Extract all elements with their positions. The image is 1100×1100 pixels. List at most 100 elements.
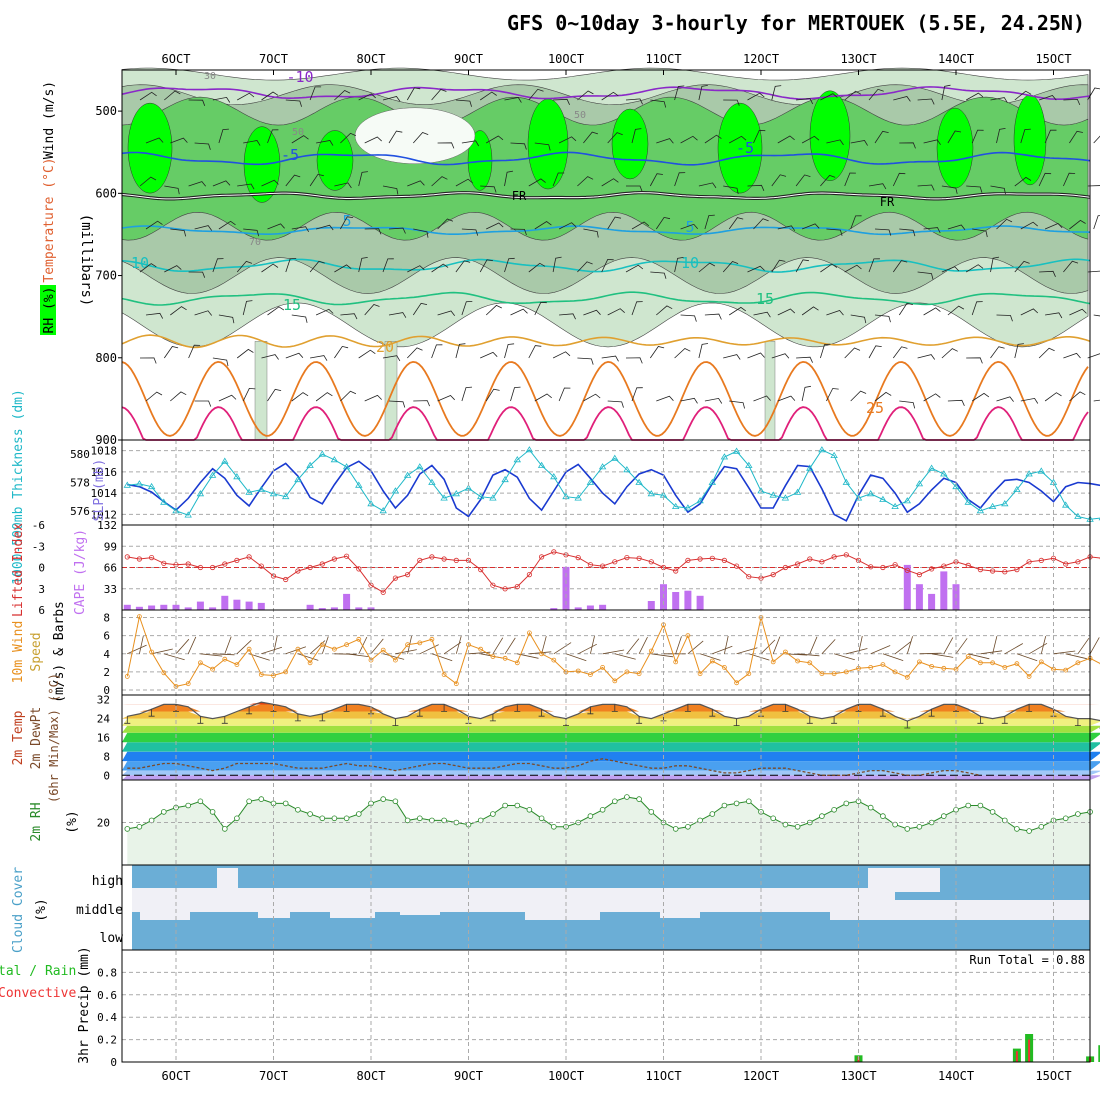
wind-barb	[656, 395, 674, 402]
rh2m-point	[782, 821, 789, 828]
wind-barb	[874, 130, 889, 144]
wind-barb	[747, 352, 765, 359]
ylabel-temp: Temperature (°C)	[42, 157, 57, 282]
isotherm-freezing-inner	[121, 192, 1091, 200]
wind-barb	[139, 91, 157, 101]
wind-barb	[941, 266, 960, 273]
wind10m-barb	[931, 653, 954, 658]
wind10m-point	[734, 680, 739, 686]
rh2m-point	[745, 798, 752, 805]
wind-barb	[358, 257, 368, 273]
wind-barb	[164, 185, 180, 195]
wind10m-point	[380, 647, 386, 653]
wind-barb	[558, 387, 571, 402]
isotherm-label-7: 15	[283, 296, 301, 314]
wind10m-point	[344, 642, 350, 648]
precip-tick: 0.8	[97, 966, 117, 979]
thickness-point	[720, 453, 729, 460]
wind-barb	[559, 313, 576, 320]
wind-barb	[486, 222, 504, 230]
wind-barb	[455, 99, 472, 107]
thickness-point	[269, 490, 278, 497]
wind10m-barb	[151, 648, 173, 655]
thickness-point	[318, 450, 327, 457]
lifted-point	[343, 553, 350, 559]
wind-barb	[528, 88, 544, 101]
wind10m-barb	[785, 653, 808, 656]
temp-minmax-bar	[148, 709, 155, 717]
lifted-point	[575, 554, 581, 561]
wind-barb	[966, 185, 983, 193]
rh2m-point	[733, 800, 740, 807]
cape-bar	[599, 604, 607, 610]
lifted-point	[770, 571, 776, 578]
wind-barb	[218, 220, 236, 230]
wind10m-point	[1075, 660, 1081, 666]
rh-label-1: 50	[292, 127, 304, 138]
wind-barb	[607, 400, 624, 408]
date-label-top: 11OCT	[645, 52, 681, 66]
wind10m-barb	[638, 636, 648, 654]
wind-barb	[874, 314, 891, 323]
rh2m-point	[392, 798, 399, 805]
lifted-point	[1063, 561, 1069, 567]
mb-tick-label: 500	[95, 104, 117, 118]
wind-barb	[947, 305, 965, 316]
rh2m-point	[222, 826, 228, 832]
lifted-point	[587, 562, 594, 568]
wind-barb	[334, 182, 352, 189]
wind10m-point	[441, 672, 447, 677]
ylabel-wind10m: 10m Wind	[11, 621, 26, 684]
wind-barb	[1038, 172, 1052, 187]
wind-barb	[188, 344, 201, 359]
wind-barb	[170, 228, 187, 237]
ylabel-rh2m: 2m RH	[29, 802, 44, 841]
wind10m-barb	[529, 651, 552, 655]
wind-barb	[656, 138, 674, 144]
temp-minmax-bar	[636, 716, 643, 724]
rh-blob-3	[527, 98, 569, 190]
wind-barb	[698, 343, 709, 359]
thickness-point	[842, 478, 851, 485]
ylabel-dewpt: 2m DewPt	[29, 707, 44, 770]
wind-barb	[826, 310, 844, 316]
ylabel-minmax: (6hr Min/Max) (°C)	[47, 673, 61, 803]
wind10m-barb	[431, 653, 453, 662]
wind-barb	[753, 129, 766, 144]
thickness-point	[732, 447, 741, 454]
precip-tick: 0.4	[97, 1011, 117, 1024]
wind-barb	[309, 173, 324, 187]
rh-legend-swatch	[40, 285, 56, 335]
wind-barb	[237, 92, 255, 101]
wind-barb	[267, 223, 285, 230]
wind-barb	[777, 225, 796, 232]
wind10m-point	[161, 670, 167, 676]
date-label-top: 9OCT	[454, 52, 483, 66]
wind10m-barb	[175, 638, 190, 655]
temp-minmax-bar	[733, 718, 740, 726]
cloud-level-low: low	[100, 931, 124, 946]
wind-barb	[437, 395, 455, 402]
rh2m-point	[831, 806, 837, 813]
rh2m-point	[611, 798, 618, 805]
temp-minmax-bar	[514, 704, 521, 712]
isotherm-m10	[121, 86, 1091, 100]
date-label-bottom: 6OCT	[162, 1069, 191, 1083]
cape-bar	[172, 604, 180, 610]
wind-barb	[558, 136, 577, 144]
wind10m-point	[880, 662, 886, 667]
thickness-point	[428, 478, 436, 485]
isotherm-label-9: 20	[376, 338, 394, 356]
wind-barb	[461, 301, 473, 316]
wind10m-barb	[212, 653, 235, 656]
wind-barb	[413, 132, 429, 144]
lifted-point	[514, 583, 520, 590]
wind10m-point	[795, 658, 800, 664]
wind10m-point	[673, 659, 679, 665]
wind-barb	[723, 99, 740, 106]
wind-barb	[285, 258, 297, 273]
wind10m-barb	[346, 653, 369, 657]
wind-barb	[455, 343, 466, 359]
wind10m-barb	[724, 635, 729, 654]
isotherm-label-8: 15	[756, 290, 774, 308]
